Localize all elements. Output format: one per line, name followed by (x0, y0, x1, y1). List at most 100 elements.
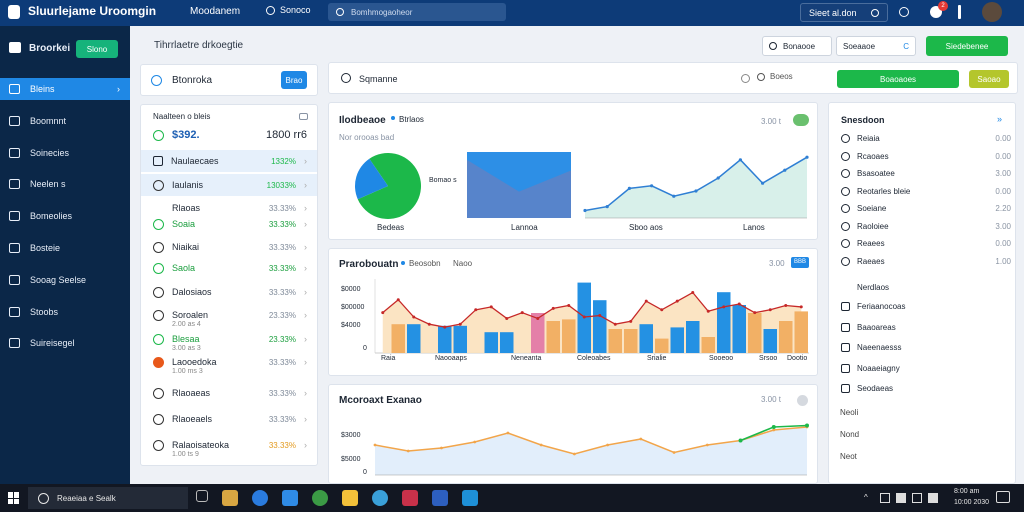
chip[interactable]: Boeos (757, 72, 793, 81)
period-select-label: Soeaaoe (843, 41, 876, 51)
bar (562, 319, 576, 353)
collapse-icon[interactable]: » (997, 114, 1003, 124)
chevron-up-icon[interactable]: ^ (864, 493, 868, 502)
list-item[interactable]: Blesaa 23.33% › 3.00 as 3 (141, 328, 317, 352)
right-item[interactable]: Reiaia 0.00 (841, 130, 1011, 147)
list-item[interactable]: Naulaecaes 1332% › (141, 150, 317, 172)
sidebar-item-4[interactable]: Bomeolies (0, 205, 130, 227)
search-secondary-button[interactable]: Saoao (969, 70, 1009, 88)
toggle[interactable] (793, 114, 809, 126)
clock-icon (9, 243, 20, 253)
x-label: Raia (381, 355, 396, 362)
app-icon[interactable] (432, 490, 448, 506)
brand-button[interactable]: Slono (76, 40, 118, 58)
x-label: Sooeoo (709, 355, 734, 362)
list-item[interactable]: Niaikai 33.33% › (141, 236, 317, 258)
primary-button[interactable]: Siedebenee (926, 36, 1008, 56)
line-point (627, 186, 631, 190)
alert-icon (153, 356, 164, 368)
right-item[interactable]: Reaees 0.00 (841, 235, 1011, 252)
notification-badge: 2 (938, 1, 948, 11)
sidebar-item-0[interactable]: Bleins › (0, 78, 130, 100)
chrome-icon[interactable] (312, 490, 328, 506)
checkbox-item[interactable]: Noaaeiagny (841, 360, 1011, 377)
taskbar-search[interactable]: Reaeiaa e Sealk (28, 487, 188, 509)
explorer-icon[interactable] (342, 490, 358, 506)
sidebar-item-7[interactable]: Stoobs (0, 301, 130, 323)
expand-icon[interactable] (299, 113, 308, 120)
list-item[interactable]: Laooedoka 33.33% › 1.00 ms 3 (141, 351, 317, 375)
bar (608, 329, 622, 353)
right-item[interactable]: Rcaoaes 0.00 (841, 148, 1011, 165)
line-point (672, 194, 676, 198)
line-point (761, 181, 765, 185)
app-icon[interactable] (462, 490, 478, 506)
sidebar-item-2[interactable]: Soinecies (0, 142, 130, 164)
sidebar-item-label: Boomnnt (30, 115, 67, 126)
avatar[interactable] (982, 2, 1002, 22)
checkbox-item[interactable]: Naeenaesss (841, 339, 1011, 356)
search-icon[interactable] (341, 73, 351, 83)
list-item-value: 23.33% (268, 310, 296, 320)
task-view-icon[interactable] (196, 490, 208, 502)
list-item[interactable]: Saola 33.33% › (141, 257, 317, 279)
search-input[interactable]: Bomhmogaoheor (328, 3, 506, 21)
right-item[interactable]: Raeaes 1.00 (841, 253, 1011, 270)
circle-icon (153, 387, 164, 399)
windows-start-icon[interactable] (8, 492, 20, 504)
sidebar-item-1[interactable]: Boomnnt (0, 110, 130, 132)
nav-item[interactable]: Sonoco (266, 5, 311, 15)
more-icon[interactable] (797, 395, 808, 406)
line-label-2: Lanos (743, 223, 765, 232)
search-action-button[interactable]: Boaoaoes (837, 70, 959, 88)
battery-icon[interactable] (912, 493, 922, 503)
right-item[interactable]: Reotarles bleie 0.00 (841, 183, 1011, 200)
app-icon[interactable] (252, 490, 268, 506)
user-dropdown[interactable]: Sieet al.don (800, 3, 888, 22)
brand-icon (9, 42, 21, 53)
language-icon[interactable] (928, 493, 938, 503)
chart-icon (9, 274, 20, 285)
clock-time: 8:00 am (954, 488, 980, 495)
folder-icon[interactable] (282, 490, 298, 506)
browser-icon[interactable] (372, 490, 388, 506)
list-item[interactable]: Soroalen 23.33% › 2.00 as 4 (141, 304, 317, 328)
list-item[interactable]: Rlaoeaels 33.33% › (141, 408, 317, 430)
list-item[interactable]: Rlaoaeas 33.33% › (141, 382, 317, 404)
filter-button[interactable]: Bonaooe (762, 36, 832, 56)
notifications-icon[interactable] (996, 491, 1010, 503)
sidebar-item-8[interactable]: Suireisegel (0, 332, 130, 354)
checkbox-item[interactable]: Feriaanocoas (841, 298, 1011, 315)
checkbox-item[interactable]: Seodaeas (841, 380, 1011, 397)
period-select[interactable]: Soeaaoe C (836, 36, 916, 56)
list-item[interactable]: Dalosiaos 33.33% › (141, 281, 317, 303)
checkbox-item[interactable]: Baaoareas (841, 319, 1011, 336)
sidebar-item-5[interactable]: Bosteie (0, 237, 130, 259)
list-item[interactable]: Soaia 33.33% › (141, 213, 317, 235)
x-label: Srsoo (759, 355, 778, 362)
line-point (737, 302, 741, 306)
list-item[interactable]: $392. 1800 rr6 (141, 124, 317, 146)
file-icon[interactable] (222, 490, 238, 506)
network-icon[interactable] (880, 493, 890, 503)
right-item[interactable]: Raoloiee 3.00 (841, 218, 1011, 235)
list-item[interactable]: Iaulanis 13033% › (141, 174, 317, 196)
app-icon[interactable] (402, 490, 418, 506)
right-item-value: 1.00 (995, 256, 1011, 266)
sidebar-item-3[interactable]: Neelen s (0, 173, 130, 195)
right-item[interactable]: Soeiane 2.20 (841, 200, 1011, 217)
more-icon[interactable] (958, 5, 961, 19)
right-item[interactable]: Bsasoatee 3.00 (841, 165, 1011, 182)
list-item[interactable]: Ralaoisateoka 33.33% › 1.00 ts 9 (141, 434, 317, 458)
clock-icon[interactable] (899, 7, 909, 17)
sidebar-item-6[interactable]: Sooag Seelse (0, 269, 130, 291)
chevron-right-icon: › (304, 414, 307, 424)
bar (593, 300, 607, 353)
info-icon[interactable] (741, 74, 750, 83)
left-panel-button[interactable]: Brao (281, 71, 307, 89)
volume-icon[interactable] (896, 493, 906, 503)
circle-icon (841, 239, 850, 248)
list-item-value: 33.33% (268, 414, 296, 424)
list-item[interactable]: Rlaoas 33.33% › (141, 197, 317, 219)
refresh-icon (871, 8, 879, 17)
